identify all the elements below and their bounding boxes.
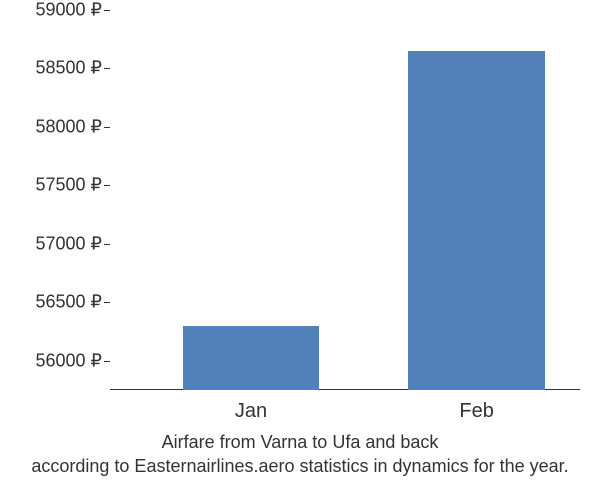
plot-area: 56000 ₽56500 ₽57000 ₽57500 ₽58000 ₽58500…	[110, 10, 580, 390]
y-tick-mark	[104, 185, 110, 186]
y-tick-mark	[104, 361, 110, 362]
y-tick-mark	[104, 10, 110, 11]
chart-caption: Airfare from Varna to Ufa and backaccord…	[0, 430, 600, 478]
y-tick-label: 57500 ₽	[35, 175, 110, 196]
x-tick-label: Jan	[235, 390, 267, 423]
y-tick-mark	[104, 302, 110, 303]
airfare-chart: 56000 ₽ 56500 ₽ 57000 ₽ 57500 ₽ 58000 ₽ 58500…	[0, 0, 600, 500]
y-tick-mark	[104, 244, 110, 245]
y-tick-label: 59000 ₽	[35, 0, 110, 21]
y-tick-label: 56000 ₽	[35, 350, 110, 371]
x-tick-label: Feb	[459, 390, 493, 423]
y-tick-label: 58000 ₽	[35, 116, 110, 137]
caption-line: according to Easternairlines.aero statis…	[0, 454, 600, 478]
bar	[183, 326, 319, 390]
y-tick-label: 57000 ₽	[35, 233, 110, 254]
y-tick-label: 58500 ₽	[35, 58, 110, 79]
caption-line: Airfare from Varna to Ufa and back	[0, 430, 600, 454]
y-tick-mark	[104, 68, 110, 69]
y-tick-mark	[104, 127, 110, 128]
y-tick-label: 56500 ₽	[35, 292, 110, 313]
bar	[408, 51, 544, 390]
